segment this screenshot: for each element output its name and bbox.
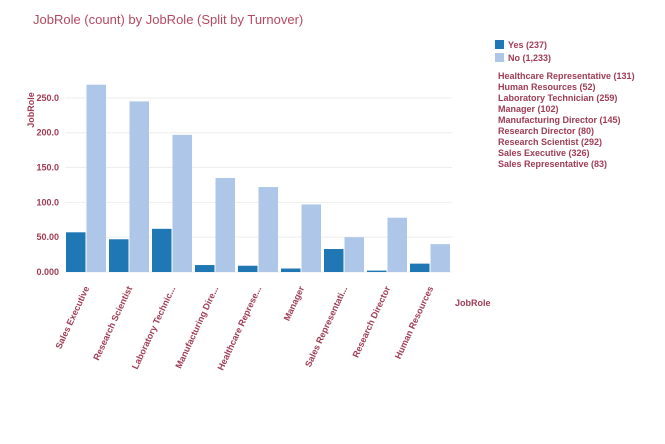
y-tick-label: 0.000 [36,267,59,277]
category-totals-list: Healthcare Representative (131) Human Res… [498,71,635,170]
bar-yes[interactable] [238,265,258,272]
x-tick-label: Healthcare Represe... [216,285,264,372]
bar-no[interactable] [430,244,451,272]
legend-label-yes: Yes (237) [508,39,548,50]
bar-no[interactable] [301,204,322,272]
bar-no[interactable] [86,84,107,273]
category-total-item: Manager (102) [498,104,559,114]
category-total-item: Manufacturing Director (145) [498,115,621,125]
legend-swatch-yes [495,40,504,49]
category-total-item: Human Resources (52) [498,82,596,92]
bar-yes[interactable] [66,232,86,272]
bar-yes[interactable] [367,270,387,272]
category-total-item: Research Director (80) [498,126,595,136]
bar-no[interactable] [344,237,365,272]
bar-yes[interactable] [281,268,301,272]
legend-item-yes[interactable]: Yes (237) [495,38,551,51]
x-tick-label: Laboratory Technic... [130,285,177,371]
category-total-item: Research Scientist (292) [498,137,603,147]
y-tick-label: 250.0 [36,93,59,103]
chart-title: JobRole (count) by JobRole (Split by Tur… [33,12,304,27]
bar-no[interactable] [215,178,236,272]
category-total-item: Sales Executive (326) [498,148,590,158]
y-tick-label: 150.0 [36,163,59,173]
x-tick-label: Research Scientist [91,285,134,362]
bar-yes[interactable] [109,239,129,272]
x-axis-label: JobRole [455,298,491,308]
bar-yes[interactable] [152,228,172,272]
y-tick-label: 50.00 [36,232,59,242]
y-tick-label: 100.0 [36,197,59,207]
category-total-item: Laboratory Technician (259) [498,93,618,103]
legend-swatch-no [495,53,504,62]
x-tick-label: Sales Executive [53,285,91,351]
bar-no[interactable] [172,134,193,272]
bar-no[interactable] [258,187,279,272]
bar-yes[interactable] [195,265,215,272]
y-tick-label: 200.0 [36,128,59,138]
legend: Yes (237) No (1,233) [495,38,551,64]
legend-item-no[interactable]: No (1,233) [495,51,551,64]
y-axis-label: JobRole [26,92,36,128]
bar-no[interactable] [387,217,408,272]
legend-label-no: No (1,233) [508,52,552,63]
x-tick-label: Research Director [350,284,392,359]
x-tick-label: Human Resources [393,285,435,361]
category-total-item: Healthcare Representative (131) [498,71,635,81]
bar-yes[interactable] [410,263,430,272]
bar-no[interactable] [129,101,150,272]
x-tick-label: Manager [282,284,307,322]
category-total-item: Sales Representative (83) [498,159,608,169]
x-tick-label: Sales Representati... [303,285,349,369]
bar-yes[interactable] [324,249,344,272]
x-tick-label: Manufacturing Dire... [173,285,220,370]
